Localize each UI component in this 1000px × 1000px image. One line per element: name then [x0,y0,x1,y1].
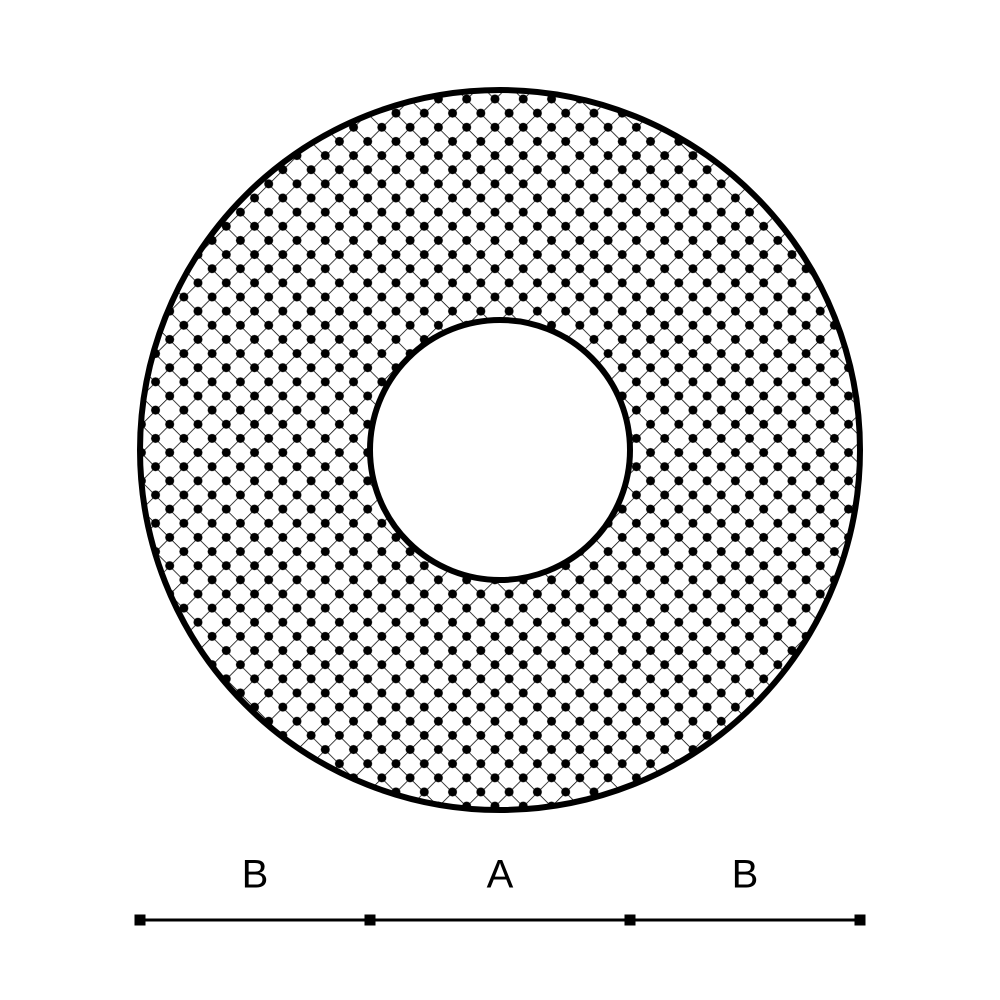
annulus-diagram [0,0,1000,1000]
dimension-label-a: A [487,853,514,898]
dimension-label-b-right: B [732,853,759,898]
diagram-canvas: B A B [0,0,1000,1000]
dimension-label-b-left: B [242,853,269,898]
